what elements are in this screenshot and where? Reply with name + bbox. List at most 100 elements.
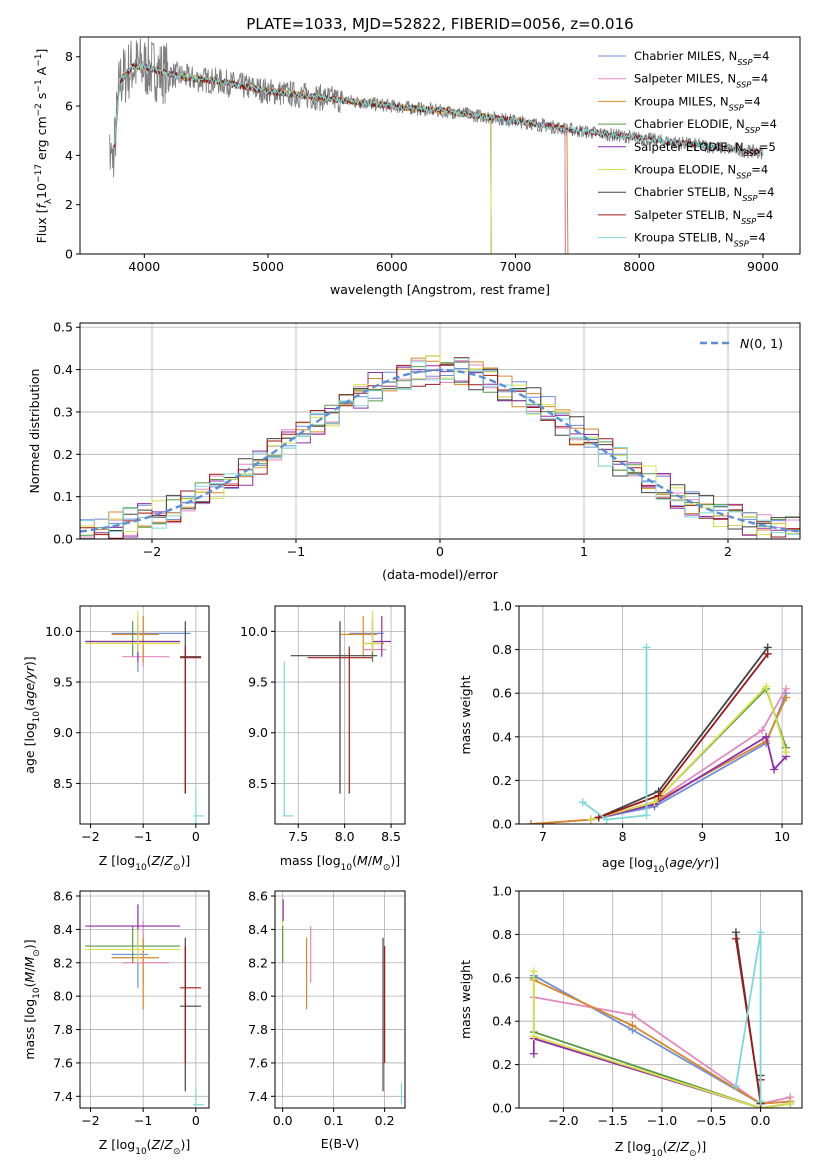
y-tick-label: 8.5	[53, 776, 73, 791]
y-tick-label: 9.0	[53, 725, 73, 740]
axes-frame	[518, 890, 803, 1109]
y-tick-label: 0	[65, 247, 73, 262]
weight-point	[642, 811, 651, 820]
y-tick-label: 0.8	[492, 642, 512, 657]
weight-line-chabrier-stelib	[598, 646, 769, 819]
weight-point	[782, 748, 791, 757]
y-tick-label: 8.2	[53, 955, 73, 970]
y-tick-label: 2	[65, 197, 73, 212]
plot-area	[529, 928, 795, 1108]
axis-frame: 7.5 8.0 8.5 8.5 9.0 9.5 10.0 mass [log10(M/M⊙)]	[240, 605, 406, 873]
axis-frame: 7 8 9 10 0.0 0.2 0.4 0.6 0.8 1.0 age [log10(age/yr…	[458, 599, 803, 875]
weight-line-kroupa-miles	[533, 979, 791, 1105]
axis-frame: −2.0 −1.5 −1.0 −0.5 0.0 0.0 0.2 0.4 0.6 0.8 1.0 Z […	[458, 884, 803, 1159]
weight-line-kroupa-stelib	[582, 647, 648, 821]
model-line-kroupa-stelib	[114, 62, 764, 156]
axes-frame	[79, 36, 801, 255]
x-tick-label: 4000	[128, 259, 160, 274]
weight-point	[762, 732, 771, 741]
y-tick-label: 6	[65, 99, 73, 114]
x-tick-label: 2	[724, 544, 732, 559]
x-tick-label: 8000	[623, 259, 655, 274]
legend-label: Chabrier MILES, NSSP=4	[634, 49, 769, 67]
y-tick-label: 10.0	[240, 624, 268, 639]
x-tick-label: 7.5	[288, 829, 308, 844]
y-tick-label: 1.0	[492, 884, 512, 899]
x-tick-label: −1.0	[647, 1113, 677, 1128]
x-axis-label: Z [log10(Z/Z⊙)]	[99, 853, 191, 873]
axes-age_vs_mass: 7.5 8.0 8.5 8.5 9.0 9.5 10.0 mass [log10(M/M⊙)]	[240, 605, 406, 873]
axes-mass_vs_ebv: 0.0 0.1 0.2 7.4 7.6 7.8 8.0 8.2 8.4 8.6 E(B-V)	[248, 889, 406, 1151]
plot-area	[526, 643, 791, 824]
figure-title: PLATE=1033, MJD=52822, FIBERID=0056, z=0…	[246, 15, 633, 33]
plot-area	[85, 611, 204, 824]
normal-distribution-curve	[80, 368, 800, 533]
y-tick-label: 7.4	[53, 1089, 73, 1104]
x-tick-label: −0.5	[696, 1113, 726, 1128]
y-tick-label: 8	[65, 49, 73, 64]
histogram-salpeter-stelib	[80, 357, 800, 539]
x-tick-label: 0.0	[751, 1113, 771, 1128]
y-axis-label: mass weight	[458, 960, 473, 1039]
weight-point	[526, 820, 535, 824]
weight-point	[628, 1010, 637, 1019]
y-tick-label: 0.2	[492, 773, 512, 788]
x-tick-label: 8.0	[335, 829, 355, 844]
y-tick-label: 0.3	[53, 404, 73, 419]
y-axis-label: mass weight	[458, 675, 473, 754]
x-tick-label: 7000	[500, 259, 532, 274]
weight-point	[763, 649, 772, 658]
y-tick-label: 7.8	[248, 1022, 268, 1037]
x-tick-label: 6000	[376, 259, 408, 274]
model-line-salpeter-stelib	[114, 63, 764, 157]
axes-age_vs_Z: −2 −1 0 8.5 9.0 9.5 10.0 Z [log10(Z/Z⊙)] age [lo…	[22, 605, 210, 873]
x-tick-label: −2.0	[548, 1113, 578, 1128]
weight-point	[756, 1097, 765, 1106]
axes-frame	[518, 605, 803, 825]
x-tick-label: 8	[619, 829, 627, 844]
plot-area	[80, 355, 800, 539]
legend-label: Kroupa STELIB, NSSP=4	[634, 231, 766, 249]
weight-line-chabrier-miles	[530, 692, 787, 824]
x-tick-label: 0.0	[273, 1113, 293, 1128]
y-tick-label: 8.6	[248, 889, 268, 904]
legend: Chabrier MILES, NSSP=4 Salpeter MILES, NS…	[598, 49, 777, 249]
weight-point	[529, 1032, 538, 1041]
axes-mass_weight_vs_age: 7 8 9 10 0.0 0.2 0.4 0.6 0.8 1.0 age [log10(age/yr…	[458, 599, 803, 875]
x-tick-label: 8.5	[381, 829, 401, 844]
y-tick-label: 8.4	[248, 922, 268, 937]
weight-point	[756, 928, 765, 937]
y-tick-label: 8.2	[248, 955, 268, 970]
weight-point	[602, 815, 611, 824]
x-axis-label: wavelength [Angstrom, rest frame]	[330, 282, 550, 297]
plot-area	[282, 899, 403, 1105]
y-axis-label: mass [log10(M/M⊙)]	[22, 939, 42, 1059]
x-tick-label: −1.5	[597, 1113, 627, 1128]
plot-area	[85, 904, 204, 1106]
x-tick-label: 5000	[252, 259, 284, 274]
weight-point	[642, 643, 651, 652]
x-tick-label: 1	[580, 544, 588, 559]
y-tick-label: 0.4	[53, 362, 73, 377]
y-tick-label: 0.2	[53, 447, 73, 462]
weight-point	[770, 765, 779, 774]
axis-frame: 0.0 0.1 0.2 7.4 7.6 7.8 8.0 8.2 8.4 8.6 E(B-V)	[248, 889, 406, 1151]
weight-point	[731, 1082, 740, 1091]
y-tick-label: 0.5	[53, 320, 73, 335]
weight-point	[586, 815, 595, 824]
y-tick-label: 4	[65, 148, 73, 163]
axes-spectrum: 4000 5000 6000 7000 8000 9000 0 2 4 6 8 Chabrier MI…	[34, 36, 801, 297]
axis-frame: 4000 5000 6000 7000 8000 9000 0 2 4 6 8 Chabrier MI…	[34, 36, 801, 297]
plot-area	[282, 611, 392, 817]
axes-frame	[274, 890, 406, 1109]
weight-point	[758, 726, 767, 735]
y-tick-label: 9.5	[248, 675, 268, 690]
x-axis-label: E(B-V)	[321, 1136, 360, 1151]
weight-point	[782, 684, 791, 693]
x-axis-label: Z [log10(Z/Z⊙)]	[99, 1137, 191, 1157]
y-axis-label: age [log10(age/yr)]	[22, 656, 42, 773]
legend-label: Chabrier STELIB, NSSP=4	[634, 185, 774, 203]
x-tick-label: 0	[436, 544, 444, 559]
legend-label: N(0, 1)	[740, 336, 783, 351]
y-tick-label: 0.0	[53, 532, 73, 547]
